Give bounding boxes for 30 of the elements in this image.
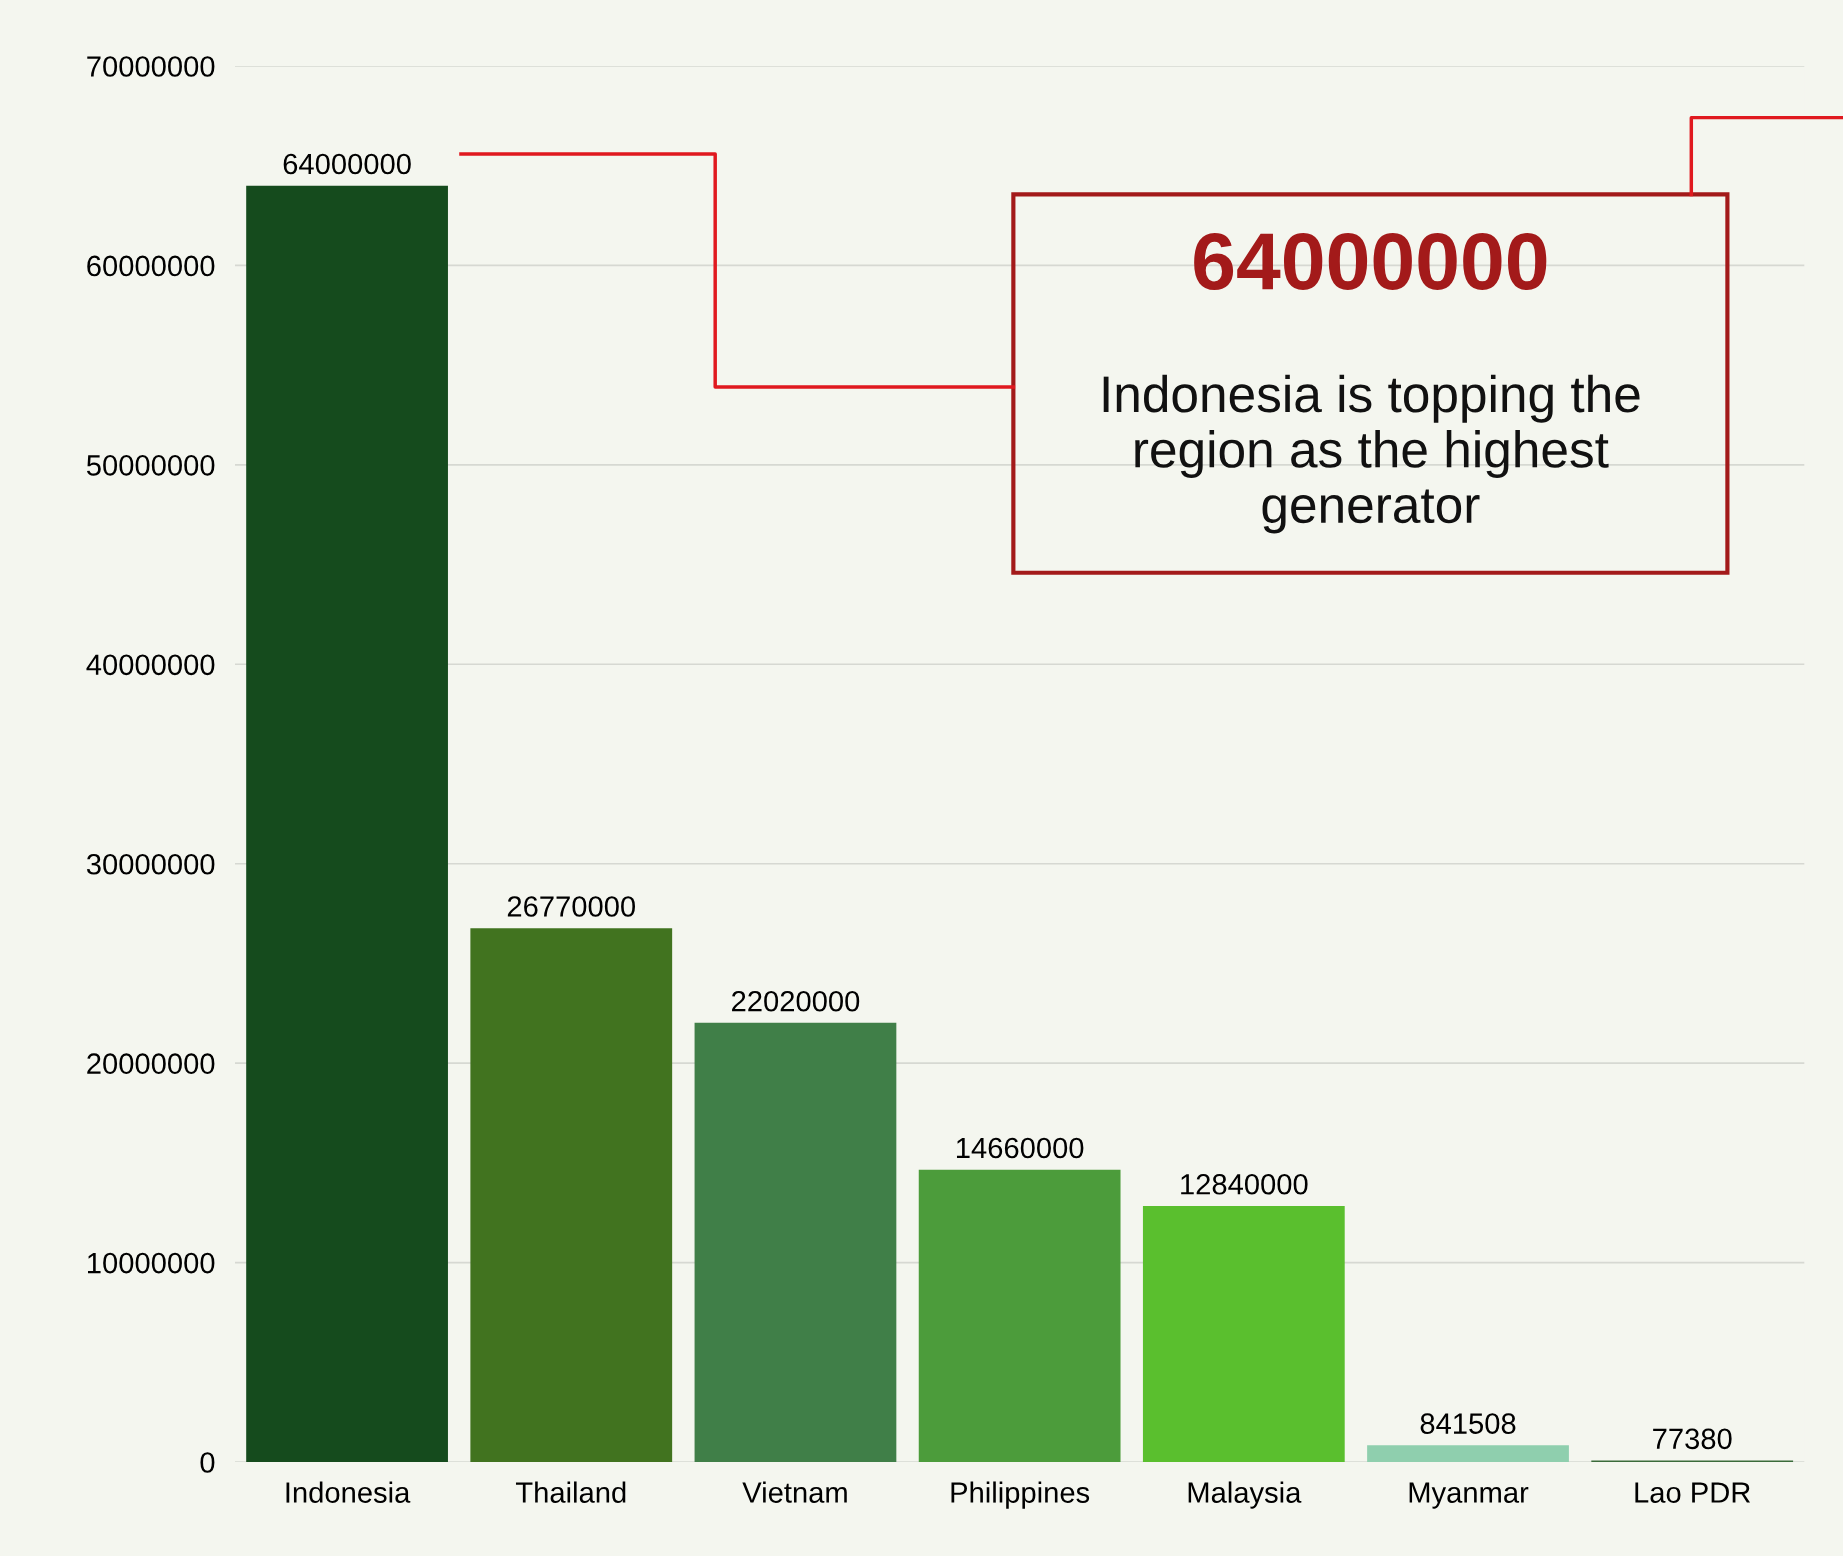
data-label: 22020000 — [732, 990, 860, 1012]
annotation: Indonesia is topping the region as the highest generator — [1103, 374, 1640, 534]
x-tick-label: Philippines — [951, 1481, 1090, 1509]
x-tick-label: Malaysia — [1188, 1481, 1302, 1509]
annotation: 64000000 — [1194, 232, 1547, 291]
bar — [246, 185, 448, 1463]
y-tick-label: 0 — [200, 1452, 215, 1473]
data-label: 26770000 — [507, 896, 636, 917]
y-tick-label: 70000000 — [87, 56, 215, 77]
bar — [694, 1022, 897, 1463]
x-tick-label: Indonesia — [286, 1481, 411, 1503]
data-label: 841508 — [1420, 1413, 1516, 1434]
x-tick-label: Lao PDR — [1635, 1482, 1751, 1503]
x-tick-label: Thailand — [515, 1481, 626, 1503]
y-tick-label: 60000000 — [87, 255, 215, 277]
y-tick-label: 10000000 — [88, 1252, 215, 1274]
y-tick-label: 30000000 — [86, 853, 215, 875]
data-label: 12840000 — [1181, 1173, 1308, 1195]
x-tick-label: Myanmar — [1409, 1482, 1529, 1509]
x-tick-label: Vietnam — [742, 1481, 847, 1503]
bar — [1142, 1205, 1345, 1463]
data-label: 14660000 — [956, 1137, 1084, 1159]
y-tick-label: 40000000 — [86, 654, 215, 676]
bar — [1367, 1445, 1569, 1463]
y-tick-label: 50000000 — [86, 455, 215, 476]
y-tick-label: 20000000 — [87, 1053, 215, 1074]
data-label: 77380 — [1653, 1428, 1732, 1450]
data-label: 64000000 — [283, 153, 411, 175]
bar — [470, 928, 673, 1463]
bar — [918, 1169, 1121, 1463]
